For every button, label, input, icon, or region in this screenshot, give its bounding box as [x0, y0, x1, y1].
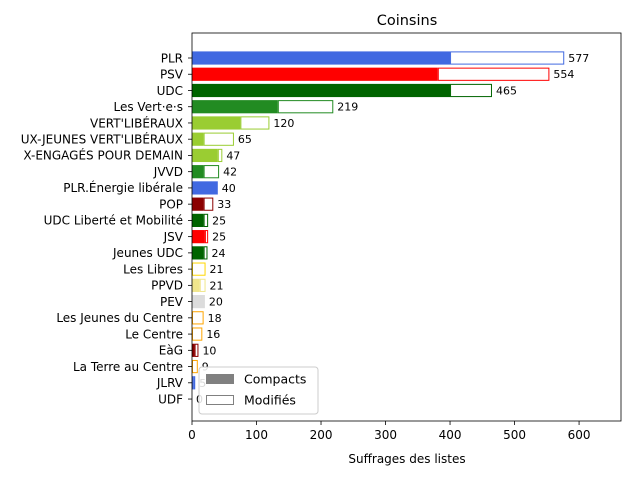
legend-label: Modifiés: [244, 393, 296, 408]
x-axis-label: Suffrages des listes: [348, 452, 465, 466]
bar-modifies: [217, 148, 223, 163]
y-tick-label: VERT'LIBÉRAUX: [90, 115, 183, 130]
bar-modifies: [203, 132, 234, 146]
bar-compacts: [192, 83, 451, 98]
bar-modifies: [203, 165, 220, 179]
y-tick-label: UDF: [158, 392, 183, 406]
bar-modifies: [199, 278, 206, 292]
y-tick-label: Jeunes UDC: [112, 246, 183, 260]
y-tick-label: UDC: [157, 84, 183, 98]
bar-compacts: [192, 246, 204, 260]
legend-swatch-compacts: [206, 374, 234, 384]
y-tick-label: Les Libres: [123, 262, 183, 276]
bar-modifies: [194, 343, 199, 357]
y-tick-label: PPVD: [151, 279, 183, 293]
legend: Compacts Modifiés: [198, 366, 319, 415]
bar-value-label: 21: [210, 263, 224, 276]
x-tick-label: 200: [310, 428, 333, 442]
bar-compacts: [192, 278, 200, 292]
bar-modifies: [193, 376, 196, 390]
x-tick-label: 100: [245, 428, 268, 442]
x-tick-label: 400: [439, 428, 462, 442]
bar-compacts: [192, 295, 205, 309]
bar-compacts: [192, 100, 278, 114]
bar-value-label: 25: [212, 231, 226, 244]
bar-compacts: [192, 148, 218, 163]
chart-title: Coinsins: [377, 13, 438, 29]
bar-modifies: [277, 100, 334, 114]
bar-value-label: 21: [210, 279, 224, 292]
plot-frame: [191, 32, 622, 422]
bar-compacts: [192, 376, 194, 390]
bars-layer: 577 554 465 219 120 65 47 42 40 33 25 25 24 21 21 20 18 1…: [192, 51, 589, 406]
y-tick-label: La Terre au Centre: [73, 360, 183, 374]
bar-modifies: [192, 311, 204, 325]
y-tick-label: POP: [159, 197, 183, 211]
bar-compacts: [192, 213, 204, 227]
bar-value-label: 20: [209, 296, 223, 309]
bar-value-label: 65: [238, 133, 252, 146]
x-tick-label: 0: [188, 428, 196, 442]
bar-value-label: 465: [496, 84, 517, 97]
bar-value-label: 33: [217, 198, 231, 211]
bar-modifies: [192, 327, 203, 341]
y-tick-label: PLR: [161, 51, 183, 65]
y-tick-label: PSV: [160, 68, 184, 82]
bar-compacts: [192, 181, 218, 195]
bar-value-label: 18: [208, 312, 222, 325]
y-tick-label: JSV: [163, 230, 184, 244]
y-tick-label: PLR.Énergie libérale: [63, 180, 183, 195]
y-tick-label: JVVD: [153, 165, 183, 179]
bar-value-label: 16: [206, 328, 220, 341]
bar-modifies: [203, 197, 214, 211]
y-tick-label: UDC Liberté et Mobilité: [44, 214, 183, 228]
bar-compacts: [192, 230, 205, 244]
bar-value-label: 42: [223, 166, 237, 179]
bar-value-label: 120: [273, 117, 294, 130]
y-tick-label: EàG: [159, 344, 183, 358]
y-tick-label: X-ENGAGÉS POUR DEMAIN: [23, 148, 183, 163]
y-tick-label: Les Vert·e·s: [114, 100, 184, 114]
bar-value-label: 47: [226, 149, 240, 162]
bar-modifies: [450, 51, 565, 65]
bar-value-label: 40: [222, 182, 236, 195]
bar-value-label: 219: [337, 101, 358, 114]
y-tick-label: PEV: [160, 295, 184, 309]
x-tick-label: 600: [568, 428, 591, 442]
bar-value-label: 10: [202, 344, 216, 357]
bar-value-label: 577: [568, 52, 589, 65]
bar-modifies: [204, 230, 209, 244]
bar-modifies: [192, 359, 198, 374]
y-tick-label: Le Centre: [125, 327, 183, 341]
bar-compacts: [192, 343, 195, 357]
y-tick-label: JLRV: [156, 376, 184, 390]
bar-compacts: [192, 132, 204, 146]
bar-compacts: [192, 51, 451, 65]
y-tick-label: Les Jeunes du Centre: [56, 311, 183, 325]
x-tick-label: 300: [374, 428, 397, 442]
bar-compacts: [192, 116, 241, 130]
bar-modifies: [437, 67, 550, 81]
bar-modifies: [192, 262, 206, 276]
bar-modifies: [203, 213, 209, 228]
bar-modifies: [450, 83, 492, 98]
bar-compacts: [192, 67, 438, 81]
x-tick-label: 500: [503, 428, 526, 442]
legend-label: Compacts: [244, 372, 306, 387]
legend-swatch-modifies: [206, 395, 234, 405]
y-tick-label: UX-JEUNES VERT'LIBÉRAUX: [21, 132, 183, 147]
bar-value-label: 24: [211, 247, 225, 260]
bar-value-label: 25: [212, 214, 226, 227]
bar-modifies: [240, 116, 270, 130]
bar-value-label: 554: [553, 68, 574, 81]
bar-compacts: [192, 197, 204, 211]
bar-compacts: [192, 165, 204, 179]
bar-modifies: [203, 246, 208, 260]
